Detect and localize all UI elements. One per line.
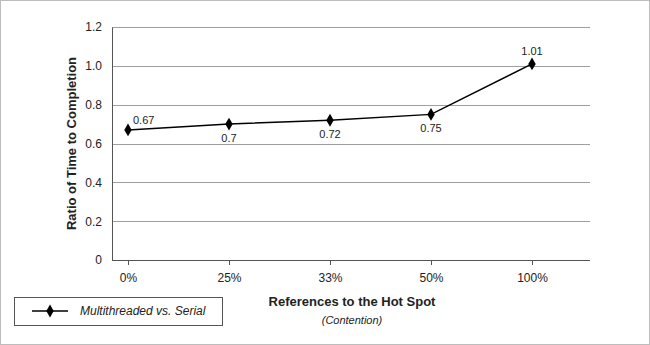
frame xyxy=(1,1,650,345)
y-tick-label: 1.0 xyxy=(85,59,102,73)
x-axis-title: References to the Hot Spot xyxy=(269,294,437,309)
y-tick-label: 0 xyxy=(95,253,102,267)
marker xyxy=(427,108,434,121)
y-tick-label: 0.4 xyxy=(85,176,102,190)
data-label: 0.75 xyxy=(420,122,441,134)
marker xyxy=(225,118,232,131)
grid-line xyxy=(112,66,590,67)
x-tick: 0% xyxy=(120,260,138,285)
legend: Multithreaded vs. Serial xyxy=(15,298,223,326)
y-axis-line xyxy=(112,28,113,261)
x-tick: 50% xyxy=(419,260,443,285)
x-tick-mark xyxy=(431,260,432,265)
chart: 0 0.2 0.4 0.6 0.8 1.0 1.2 0% 25% 33% 50% 100% Ratio … xyxy=(0,0,650,345)
series-line xyxy=(128,64,532,130)
x-axis: 0% 25% 33% 50% 100% xyxy=(112,260,590,285)
x-tick-label: 50% xyxy=(419,271,443,285)
x-tick-mark xyxy=(532,260,533,265)
legend-marker xyxy=(46,305,53,318)
x-tick-label: 33% xyxy=(318,271,342,285)
data-label: 0.7 xyxy=(221,132,236,144)
x-tick-mark xyxy=(330,260,331,265)
y-tick-label: 0.6 xyxy=(85,137,102,151)
grid-line xyxy=(112,182,590,183)
grid-line xyxy=(112,144,590,145)
marker xyxy=(326,114,333,127)
grid-line xyxy=(112,221,590,222)
legend-box xyxy=(15,298,223,326)
y-tick: 0.8 xyxy=(85,98,112,112)
y-tick: 1.0 xyxy=(85,59,112,73)
data-labels: 0.67 0.7 0.72 0.75 1.01 xyxy=(133,45,543,144)
marker xyxy=(124,123,131,136)
x-tick-label: 25% xyxy=(217,271,241,285)
data-label: 1.01 xyxy=(521,45,542,57)
y-axis: 0 0.2 0.4 0.6 0.8 1.0 1.2 xyxy=(85,20,112,267)
y-tick-label: 0.8 xyxy=(85,98,102,112)
x-tick: 100% xyxy=(517,260,548,285)
legend-label: Multithreaded vs. Serial xyxy=(80,304,206,318)
y-tick: 1.2 xyxy=(85,20,112,34)
x-tick: 33% xyxy=(318,260,342,285)
y-tick: 0 xyxy=(95,253,112,267)
grid xyxy=(112,28,590,261)
grid-line xyxy=(112,105,590,106)
y-axis-title: Ratio of Time to Completion xyxy=(64,57,79,230)
data-label: 0.72 xyxy=(319,128,340,140)
data-label: 0.67 xyxy=(133,114,154,126)
grid-line xyxy=(112,260,590,261)
x-axis-line xyxy=(112,260,590,261)
x-tick-label: 0% xyxy=(120,271,138,285)
x-tick-mark xyxy=(229,260,230,265)
grid-line xyxy=(112,27,590,28)
y-tick-label: 0.2 xyxy=(85,215,102,229)
plot-area xyxy=(124,57,535,136)
y-tick: 0.2 xyxy=(85,215,112,229)
y-tick: 0.4 xyxy=(85,176,112,190)
marker xyxy=(528,57,535,70)
y-tick-label: 1.2 xyxy=(85,20,102,34)
x-tick: 25% xyxy=(217,260,241,285)
x-tick-label: 100% xyxy=(517,271,548,285)
y-tick: 0.6 xyxy=(85,137,112,151)
x-tick-mark xyxy=(128,260,129,265)
x-axis-note: (Contention) xyxy=(322,314,383,326)
